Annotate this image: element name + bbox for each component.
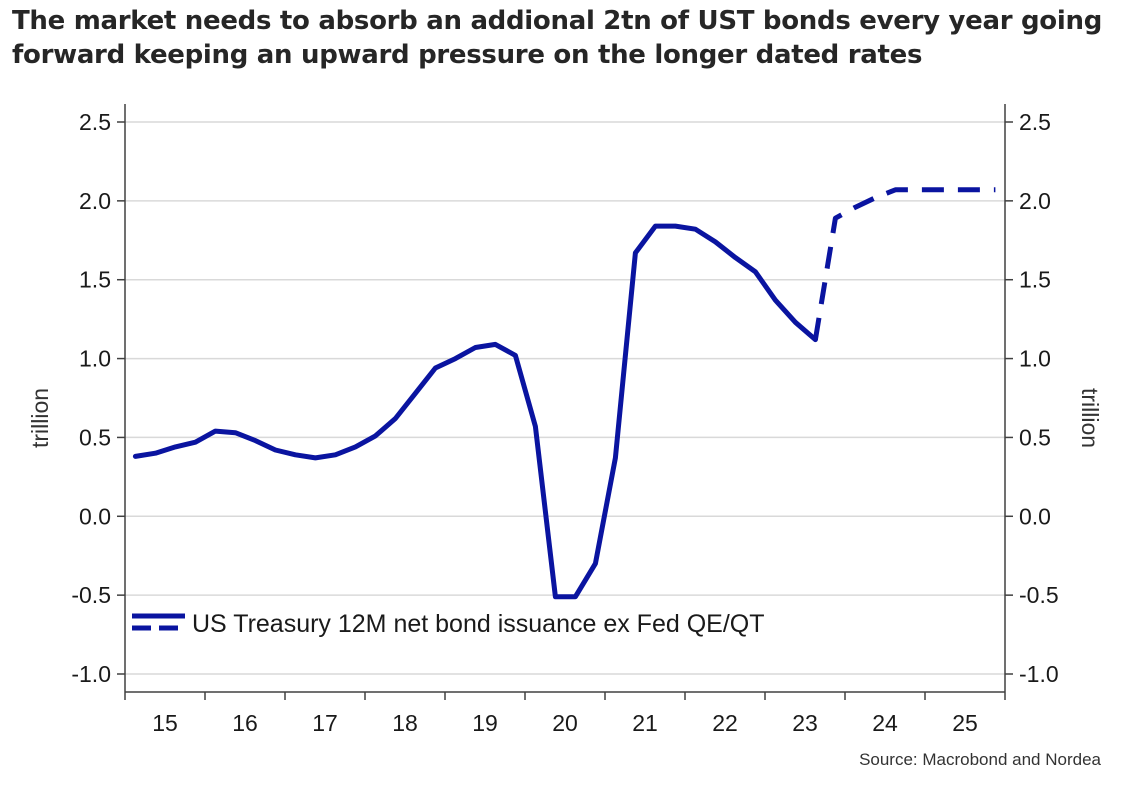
x-tick-label: 22 <box>712 710 738 736</box>
y-tick-label-left: 1.5 <box>79 267 111 293</box>
y-tick-label-right: 2.5 <box>1019 109 1051 135</box>
right-y-axis-title: trillion <box>1077 388 1103 448</box>
x-tick-label: 16 <box>232 710 258 736</box>
y-tick-label-left: 0.0 <box>79 503 111 529</box>
y-tick-label-left: 0.5 <box>79 424 111 450</box>
y-tick-labels: -1.0 -1.0 -0.5 -0.5 0.0 0.0 0.5 0.5 1.0 1.0 1.5 1.5… <box>71 109 1058 687</box>
x-tick-label: 24 <box>872 710 898 736</box>
y-tick-label-right: -1.0 <box>1019 661 1059 687</box>
x-tick-label: 25 <box>952 710 978 736</box>
y-tick-label-right: 0.5 <box>1019 424 1051 450</box>
series-lines <box>132 187 996 600</box>
x-tick-label: 20 <box>552 710 578 736</box>
y-tick-label-left: -0.5 <box>71 582 111 608</box>
axes <box>117 104 1013 700</box>
y-tick-label-left: 2.5 <box>79 109 111 135</box>
x-tick-labels: 15 16 17 18 19 20 21 22 23 24 25 <box>152 710 978 736</box>
legend-label: US Treasury 12M net bond issuance ex Fed… <box>192 610 765 638</box>
gridlines <box>125 121 1005 675</box>
chart-headline: The market needs to absorb an addional 2… <box>12 6 1103 70</box>
series-line-forecast <box>812 187 996 341</box>
x-tick-label: 15 <box>152 710 178 736</box>
y-tick-label-right: -0.5 <box>1019 582 1059 608</box>
y-tick-label-left: -1.0 <box>71 661 111 687</box>
source-note: Source: Macrobond and Nordea <box>859 750 1101 769</box>
y-tick-label-left: 1.0 <box>79 346 111 372</box>
legend: US Treasury 12M net bond issuance ex Fed… <box>132 610 765 638</box>
y-tick-label-right: 2.0 <box>1019 188 1051 214</box>
x-tick-label: 18 <box>392 710 418 736</box>
y-tick-label-right: 1.5 <box>1019 267 1051 293</box>
x-tick-label: 23 <box>792 710 818 736</box>
x-tick-label: 19 <box>472 710 498 736</box>
y-tick-label-right: 1.0 <box>1019 346 1051 372</box>
y-tick-label-right: 0.0 <box>1019 503 1051 529</box>
left-y-axis-title: trillion <box>27 388 53 448</box>
x-tick-label: 17 <box>312 710 338 736</box>
y-tick-label-left: 2.0 <box>79 188 111 214</box>
series-line-actual <box>132 223 818 600</box>
x-tick-label: 21 <box>632 710 658 736</box>
